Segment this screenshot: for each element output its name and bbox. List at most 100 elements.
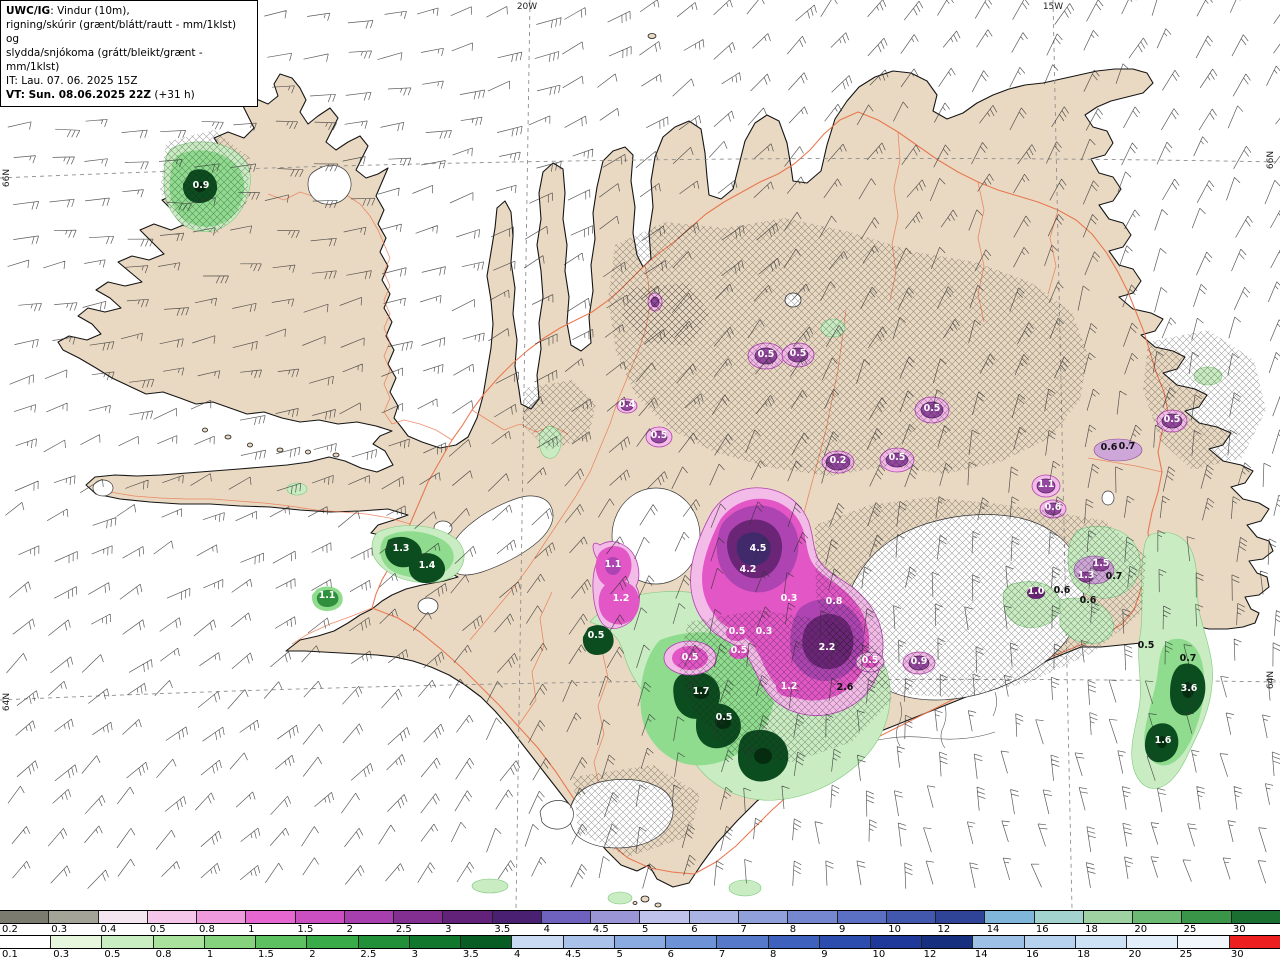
precip-value-label: 0.5 <box>682 652 699 663</box>
colorbar-cell <box>1177 936 1229 948</box>
colorbar-tick: 20 <box>1134 924 1148 935</box>
precip-value-label: 1.5 <box>1093 558 1110 569</box>
colorbar-cell <box>818 936 870 948</box>
precip-value-label: 1.2 <box>613 593 630 604</box>
colorbar-tick: 30 <box>1232 924 1246 935</box>
island-vestmannaeyjar <box>640 895 650 903</box>
colorbar-tick: 10 <box>872 949 886 960</box>
precip-value-label: 3.6 <box>1181 683 1198 694</box>
coordinate-label: 64N <box>2 693 12 711</box>
colorbar-tick: 8 <box>789 924 797 935</box>
coordinate-label: 66N <box>2 169 12 187</box>
colorbar-tick: 0.3 <box>51 924 68 935</box>
colorbar-cell <box>1230 911 1280 923</box>
colorbar-tick: 0.8 <box>198 924 215 935</box>
precip-value-label: 0.9 <box>193 180 210 191</box>
colorbar-cell <box>885 911 936 923</box>
model-name: UWC/IG <box>6 5 51 17</box>
precip-value-label: 1.3 <box>1078 570 1095 581</box>
glacier-drangajokull <box>307 164 352 205</box>
wind-barbs <box>5 0 1280 889</box>
colorbar-tick: 0.5 <box>104 949 121 960</box>
colorbar-tick: 2 <box>346 924 354 935</box>
colorbar-tick: 1 <box>248 924 255 935</box>
precip-value-label: 0.5 <box>889 452 906 463</box>
colorbar-cell <box>196 911 246 923</box>
precip-value-label: 0.5 <box>1138 640 1155 651</box>
colorbar-cell <box>787 911 837 923</box>
precip-value-label: 1.1 <box>319 590 336 601</box>
colorbar-cell <box>688 911 738 923</box>
coordinate-label: 66N <box>1266 151 1276 169</box>
colorbar-tick: 12 <box>923 949 937 960</box>
colorbar-cell <box>294 911 344 923</box>
colorbar-tick: 5 <box>642 924 649 935</box>
precip-value-label: 1.1 <box>1038 479 1055 490</box>
precip-value-label: 0.5 <box>790 348 807 359</box>
colorbar-tick: 18 <box>1077 949 1090 960</box>
precip-value-label: 1.7 <box>693 686 710 697</box>
colorbar-tick: 4 <box>543 924 550 935</box>
colorbar-tick: 0.3 <box>53 949 70 960</box>
colorbar-tick: 18 <box>1085 924 1098 935</box>
colorbar-tick: 3.5 <box>462 949 479 960</box>
colorbar-tick: 16 <box>1026 949 1039 960</box>
colorbar-cell <box>460 936 512 948</box>
precip-value-label: 0.3 <box>756 626 773 637</box>
colorbar-cell <box>836 911 886 923</box>
colorbar-cell <box>1074 936 1127 948</box>
colorbar-cell <box>972 936 1024 948</box>
colorbar-tick: 1 <box>206 949 214 960</box>
colorbar-cell <box>1132 911 1182 923</box>
colorbar-cell <box>50 936 102 948</box>
colorbar-tick: 6 <box>667 949 675 960</box>
coordinate-label: 20W <box>517 2 537 12</box>
precip-value-label: 0.7 <box>1119 441 1136 452</box>
glacier-langjokull <box>448 495 554 576</box>
colorbar-cell <box>562 936 614 948</box>
precip-value-label: 0.7 <box>1180 653 1197 664</box>
coordinate-label: 15W <box>1043 2 1063 12</box>
precip-value-labels: 0.5 0.5 0.4 0.5 0.2 0.5 0.5 4.5 4.2 0.3 0.8 1.1 1.2 0… <box>193 180 1198 746</box>
colorbar-tick: 0.4 <box>100 924 117 935</box>
rain-colorbar-ticks: 0.1 0.3 0.5 0.8 1 1.5 2 2.5 3 3.5 4 4.5 5 6 7 8 9 10 12 14 1… <box>0 949 1280 960</box>
colorbar-tick: 25 <box>1183 924 1197 935</box>
colorbar-cell <box>590 911 640 923</box>
colorbar-cell <box>393 911 443 923</box>
colorbar-cell <box>101 936 153 948</box>
precip-value-label: 0.5 <box>716 712 733 723</box>
colorbar-cell <box>0 936 51 948</box>
lake-thingvallavatn <box>417 597 439 615</box>
precip-value-label: 1.4 <box>419 560 436 571</box>
colorbar-tick: 2.5 <box>360 949 377 960</box>
hatch-areas <box>160 130 1266 857</box>
colorbar-cell <box>1082 911 1133 923</box>
colorbar-cell <box>716 936 768 948</box>
precip-value-label: 2.6 <box>837 682 854 693</box>
legend-line-3: slydda/snjókoma (grátt/bleikt/grænt - mm… <box>6 47 203 74</box>
iceland-weather-map: 0.5 0.5 0.4 0.5 0.2 0.5 0.5 4.5 4.2 0.3 0.8 1.1 1.2 0… <box>0 0 1280 909</box>
colorbar-cell <box>408 936 461 948</box>
init-time: IT: Lau. 07. 06. 2025 15Z <box>6 75 138 88</box>
precip-value-label: 0.6 <box>1101 442 1118 453</box>
colorbar-tick: 7 <box>718 949 726 960</box>
colorbar-tick: 14 <box>974 949 988 960</box>
colorbar-cell <box>343 911 394 923</box>
colorbar-cell <box>1228 936 1280 948</box>
colorbar-cell <box>306 936 358 948</box>
precip-value-label: 0.5 <box>924 403 941 414</box>
precip-value-label: 0.5 <box>862 655 879 666</box>
colorbar-tick: 30 <box>1230 949 1244 960</box>
precip-value-label: 1.6 <box>1155 735 1172 746</box>
colorbar-tick: 12 <box>937 924 951 935</box>
ring-road <box>371 111 1169 875</box>
legend-line-1: UWC/IG: Vindur (10m), <box>6 5 130 17</box>
colorbar-legend: 0.2 0.3 0.4 0.5 0.8 1 1.5 2 2.5 3 3.5 4 4.5 5 6 7 8 9 10 12… <box>0 910 1280 960</box>
colorbar-cell <box>442 911 492 923</box>
precip-value-label: 0.4 <box>619 399 636 410</box>
colorbar-cell <box>255 936 307 948</box>
colorbar-tick: 2 <box>309 949 316 960</box>
precip-value-label: 0.7 <box>1106 571 1123 582</box>
colorbar-cell <box>665 936 717 948</box>
